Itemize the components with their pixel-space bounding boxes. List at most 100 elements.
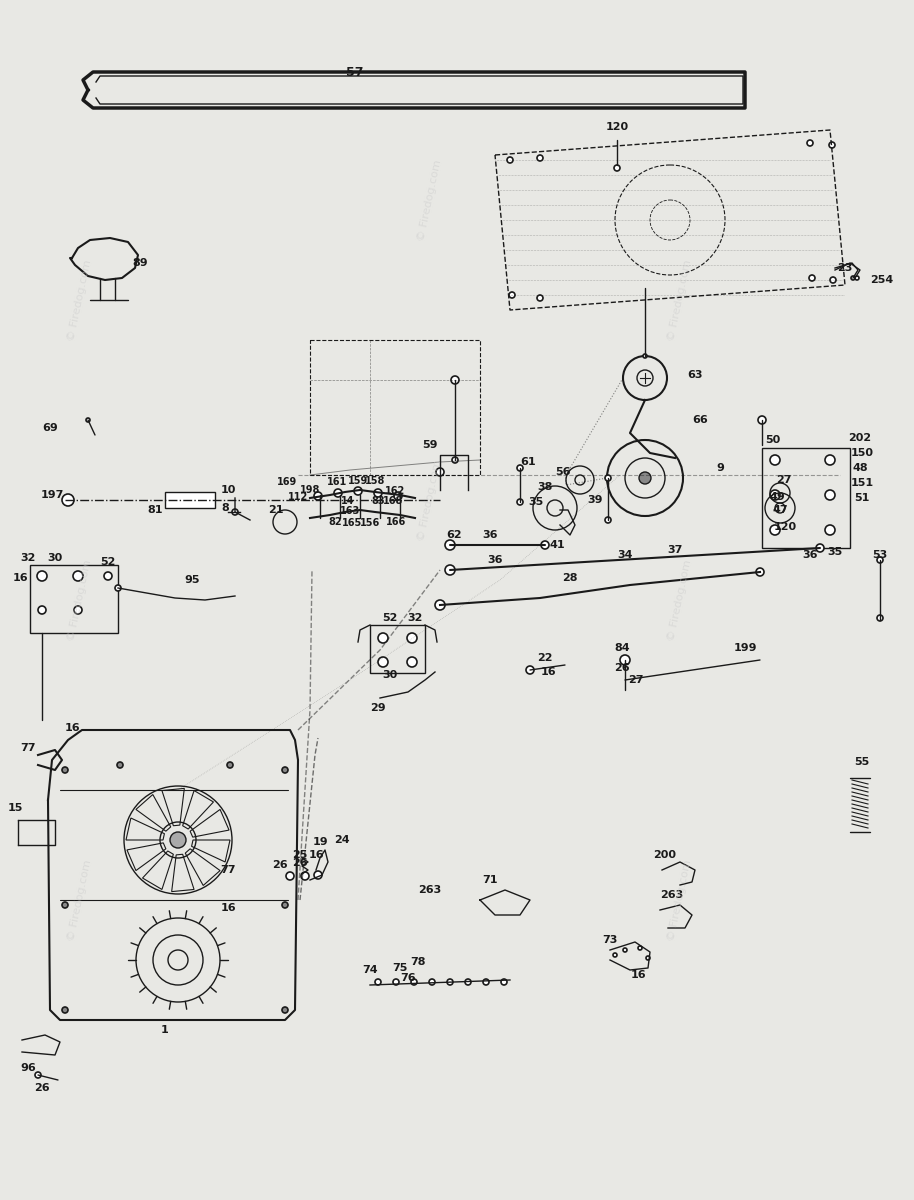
Text: 23: 23: [837, 263, 853, 272]
Text: 52: 52: [101, 557, 116, 566]
Text: 200: 200: [654, 850, 676, 860]
Text: 162: 162: [385, 486, 405, 496]
Text: 29: 29: [370, 703, 386, 713]
Text: 112: 112: [288, 492, 308, 502]
Circle shape: [758, 416, 766, 424]
Text: 41: 41: [549, 540, 565, 550]
Text: 26: 26: [272, 860, 288, 870]
Circle shape: [851, 276, 855, 280]
Text: 83: 83: [371, 496, 385, 506]
Text: 26: 26: [292, 858, 308, 868]
Circle shape: [605, 517, 611, 523]
Text: © Firedog.com: © Firedog.com: [666, 858, 694, 942]
Text: 49: 49: [769, 492, 785, 502]
Text: 34: 34: [617, 550, 632, 560]
Text: 161: 161: [327, 476, 347, 487]
Text: 165: 165: [342, 518, 362, 528]
Text: 52: 52: [382, 613, 398, 623]
Text: 73: 73: [602, 935, 618, 946]
Circle shape: [541, 541, 549, 550]
Circle shape: [378, 634, 388, 643]
Circle shape: [407, 658, 417, 667]
Text: © Firedog.com: © Firedog.com: [67, 858, 93, 942]
Text: 50: 50: [765, 434, 781, 445]
Text: 69: 69: [42, 422, 58, 433]
Circle shape: [394, 492, 402, 500]
Circle shape: [115, 584, 121, 590]
Text: 48: 48: [852, 463, 867, 473]
Text: 63: 63: [687, 370, 703, 380]
Circle shape: [501, 979, 507, 985]
Text: 22: 22: [537, 653, 553, 662]
Circle shape: [452, 457, 458, 463]
Circle shape: [825, 490, 835, 500]
Circle shape: [301, 872, 309, 880]
Bar: [165, 492, 215, 508]
Circle shape: [62, 1007, 68, 1013]
Text: 38: 38: [537, 482, 553, 492]
Circle shape: [411, 979, 417, 985]
Text: 47: 47: [772, 505, 788, 515]
Circle shape: [35, 1072, 41, 1078]
Text: 150: 150: [851, 448, 874, 458]
Circle shape: [638, 946, 642, 950]
Circle shape: [375, 979, 381, 985]
Circle shape: [623, 948, 627, 952]
Text: 9: 9: [716, 463, 724, 473]
Circle shape: [62, 494, 74, 506]
Circle shape: [613, 953, 617, 958]
Text: 81: 81: [147, 505, 163, 515]
Text: 26: 26: [34, 1082, 49, 1093]
Circle shape: [816, 544, 824, 552]
Text: 202: 202: [848, 433, 872, 443]
Circle shape: [517, 499, 523, 505]
Circle shape: [614, 164, 620, 170]
Circle shape: [770, 526, 780, 535]
Circle shape: [509, 292, 515, 298]
Circle shape: [62, 767, 68, 773]
Circle shape: [526, 666, 534, 674]
Text: 15: 15: [7, 803, 23, 814]
Circle shape: [86, 418, 90, 422]
Circle shape: [282, 1007, 288, 1013]
Text: © Firedog.com: © Firedog.com: [666, 558, 694, 642]
Text: 78: 78: [410, 958, 426, 967]
Circle shape: [429, 979, 435, 985]
Circle shape: [170, 832, 186, 848]
Text: 16: 16: [12, 572, 27, 583]
Circle shape: [537, 155, 543, 161]
Circle shape: [809, 275, 815, 281]
Text: 16: 16: [630, 970, 646, 980]
Text: 254: 254: [870, 275, 894, 284]
Circle shape: [517, 464, 523, 470]
Text: 16: 16: [220, 902, 236, 913]
Circle shape: [232, 509, 238, 515]
Circle shape: [445, 540, 455, 550]
Circle shape: [38, 606, 46, 614]
Text: 26: 26: [614, 662, 630, 673]
Circle shape: [435, 600, 445, 610]
Text: 120: 120: [605, 122, 629, 132]
Text: 36: 36: [483, 530, 498, 540]
Text: 8: 8: [221, 503, 228, 514]
Text: 74: 74: [362, 965, 377, 974]
Circle shape: [451, 376, 459, 384]
Circle shape: [374, 490, 382, 497]
Circle shape: [825, 526, 835, 535]
Text: 27: 27: [776, 475, 792, 485]
Text: 32: 32: [20, 553, 36, 563]
Text: 62: 62: [446, 530, 462, 540]
Circle shape: [605, 475, 611, 481]
Text: 199: 199: [733, 643, 757, 653]
Text: 28: 28: [562, 572, 578, 583]
Text: 198: 198: [300, 485, 320, 494]
Text: 35: 35: [827, 547, 843, 557]
Text: 59: 59: [422, 440, 438, 450]
Text: 82: 82: [328, 517, 342, 527]
Text: 151: 151: [850, 478, 874, 488]
Circle shape: [877, 614, 883, 622]
Text: © Firedog.com: © Firedog.com: [67, 258, 93, 342]
Circle shape: [286, 872, 294, 880]
Circle shape: [639, 472, 651, 484]
Circle shape: [393, 979, 399, 985]
